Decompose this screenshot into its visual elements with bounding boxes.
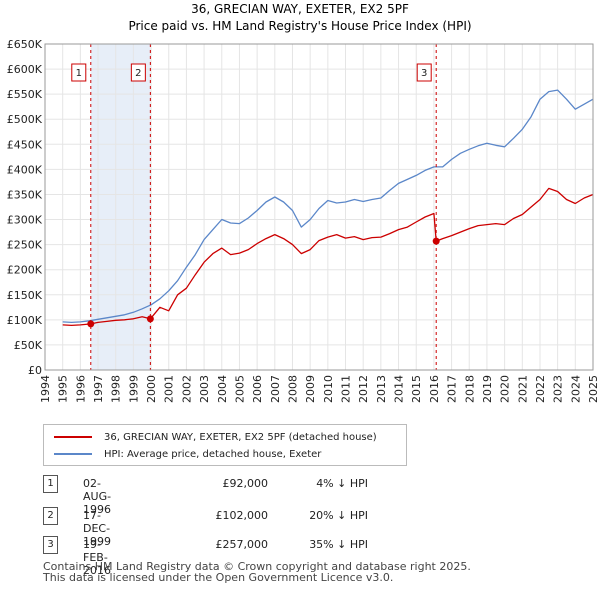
- x-tick-label: 2018: [463, 375, 476, 403]
- transaction-box-label: 3: [421, 68, 427, 79]
- y-tick-label: £100K: [7, 314, 43, 327]
- x-tick-label: 2000: [145, 375, 158, 403]
- x-tick-label: 2015: [410, 375, 423, 403]
- legend-line-hpi: [54, 453, 92, 455]
- x-tick-label: 1997: [92, 375, 105, 403]
- x-tick-label: 2003: [198, 375, 211, 403]
- y-tick-label: £500K: [7, 113, 43, 126]
- x-tick-label: 2020: [499, 375, 512, 403]
- legend-item-hpi: HPI: Average price, detached house, Exet…: [54, 446, 321, 462]
- y-tick-label: £600K: [7, 63, 43, 76]
- legend: 36, GRECIAN WAY, EXETER, EX2 5PF (detach…: [43, 424, 407, 466]
- y-tick-label: £550K: [7, 88, 43, 101]
- x-tick-label: 2012: [357, 375, 370, 403]
- transaction-box-label: 2: [135, 68, 141, 79]
- transaction-price: £102,000: [198, 509, 268, 522]
- x-tick-label: 2024: [569, 375, 582, 403]
- transaction-point: [87, 320, 94, 327]
- x-tick-label: 2005: [233, 375, 246, 403]
- x-tick-label: 2016: [428, 375, 441, 403]
- legend-label-property: 36, GRECIAN WAY, EXETER, EX2 5PF (detach…: [104, 432, 377, 443]
- y-tick-label: £400K: [7, 163, 43, 176]
- chart-title: 36, GRECIAN WAY, EXETER, EX2 5PF: [191, 2, 409, 16]
- y-tick-label: £350K: [7, 188, 43, 201]
- x-tick-label: 1999: [127, 375, 140, 403]
- transaction-hpi-diff: 4% ↓ HPI: [288, 477, 368, 490]
- y-tick-label: £300K: [7, 214, 43, 227]
- transaction-box-label: 1: [76, 68, 82, 79]
- transaction-hpi-diff: 20% ↓ HPI: [288, 509, 368, 522]
- x-tick-label: 2019: [481, 375, 494, 403]
- legend-line-property: [54, 436, 92, 438]
- y-tick-label: £650K: [7, 38, 43, 51]
- x-tick-label: 2014: [393, 375, 406, 403]
- shaded-span: [91, 44, 151, 370]
- x-tick-label: 2008: [286, 375, 299, 403]
- y-tick-label: £150K: [7, 289, 43, 302]
- transaction-number: 3: [43, 536, 58, 554]
- transaction-point: [433, 238, 440, 245]
- x-tick-label: 1996: [74, 375, 87, 403]
- x-tick-label: 2002: [180, 375, 193, 403]
- x-tick-label: 1994: [39, 375, 52, 403]
- transaction-hpi-diff: 35% ↓ HPI: [288, 538, 368, 551]
- y-tick-label: £200K: [7, 264, 43, 277]
- legend-item-property: 36, GRECIAN WAY, EXETER, EX2 5PF (detach…: [54, 429, 377, 445]
- y-tick-label: £50K: [14, 339, 43, 352]
- footer-licence: This data is licensed under the Open Gov…: [43, 572, 471, 583]
- x-tick-label: 1995: [57, 375, 70, 403]
- transaction-price: £92,000: [198, 477, 268, 490]
- x-tick-label: 2010: [322, 375, 335, 403]
- transaction-point: [147, 315, 154, 322]
- x-tick-label: 2022: [534, 375, 547, 403]
- x-tick-label: 1998: [110, 375, 123, 403]
- x-tick-label: 2023: [552, 375, 565, 403]
- legend-label-hpi: HPI: Average price, detached house, Exet…: [104, 449, 321, 460]
- transaction-price: £257,000: [198, 538, 268, 551]
- x-tick-label: 2025: [587, 375, 600, 403]
- footer: Contains HM Land Registry data © Crown c…: [43, 561, 471, 583]
- transaction-number: 2: [43, 507, 58, 525]
- y-tick-label: £250K: [7, 239, 43, 252]
- x-tick-label: 2006: [251, 375, 264, 403]
- y-tick-label: £450K: [7, 138, 43, 151]
- x-tick-label: 2017: [446, 375, 459, 403]
- x-tick-label: 2021: [516, 375, 529, 403]
- x-tick-label: 2011: [340, 375, 353, 403]
- chart-subtitle: Price paid vs. HM Land Registry's House …: [128, 19, 471, 33]
- x-tick-label: 2013: [375, 375, 388, 403]
- x-tick-label: 2004: [216, 375, 229, 403]
- x-tick-label: 2007: [269, 375, 282, 403]
- x-tick-label: 2009: [304, 375, 317, 403]
- x-tick-label: 2001: [163, 375, 176, 403]
- price-chart: 36, GRECIAN WAY, EXETER, EX2 5PF Price p…: [0, 0, 600, 420]
- transaction-number: 1: [43, 475, 58, 493]
